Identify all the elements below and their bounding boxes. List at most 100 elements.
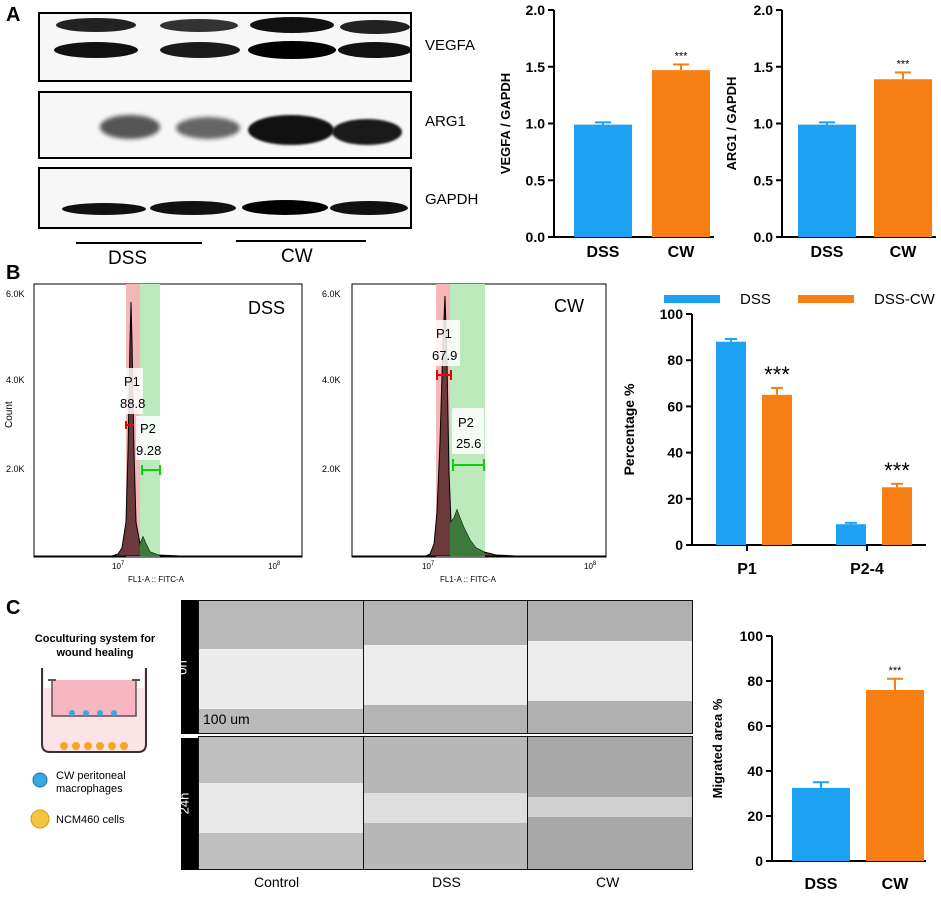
y-tick-label: 60 <box>667 398 683 414</box>
y-tick: 4.0K <box>6 375 25 385</box>
scratch-gap <box>364 793 527 823</box>
band <box>150 201 236 215</box>
band <box>62 203 146 215</box>
p2-label-box <box>452 408 484 454</box>
x-tick-label: CW <box>882 876 910 893</box>
group-line-dss <box>76 242 202 244</box>
y-tick-label: 40 <box>667 445 683 461</box>
y-axis-label: Percentage % <box>621 383 637 475</box>
scratch-gap <box>199 783 363 833</box>
row-bar-0h: 0h <box>175 600 198 734</box>
bar <box>762 394 792 545</box>
y-tick-label: 0.0 <box>526 229 546 245</box>
y-tick-label: 0.5 <box>754 172 774 188</box>
bar <box>652 70 710 237</box>
band <box>250 17 334 33</box>
chart-percentage: 0 20 40 60 80 100 Percentage % *** P1 *** P2-4 DSS D… <box>621 291 936 578</box>
cell-layer-top <box>364 601 527 645</box>
scale-label: 100 um <box>203 711 250 727</box>
p2-value: 25.6 <box>456 436 481 451</box>
cell-layer-top <box>528 601 692 641</box>
x-tick-label: DSS <box>587 244 620 261</box>
legend-swatch <box>798 295 854 303</box>
legend-ncm460: NCM460 cells <box>56 814 125 826</box>
cell-layer-bottom <box>199 709 363 733</box>
col-label-cw: CW <box>596 874 620 890</box>
cell-layer-top <box>364 737 527 793</box>
y-tick: 6.0K <box>6 289 25 299</box>
p2-area <box>140 537 160 556</box>
scratch-gap <box>528 797 692 817</box>
transwell-insert <box>51 680 137 717</box>
histogram-title: DSS <box>248 298 285 318</box>
y-tick-label: 20 <box>667 491 683 507</box>
p2-area <box>450 510 485 556</box>
row-bar-24h: 24h <box>176 738 198 870</box>
macrophage-dot <box>111 710 117 716</box>
coculture-title: Coculturing system for wound healing <box>20 632 170 660</box>
ncm460-dot <box>60 742 68 750</box>
y-tick-label: 1.5 <box>754 59 774 75</box>
bar <box>574 124 632 237</box>
row-label-24h: 24h <box>176 792 192 815</box>
scratch-image-dss-24h <box>363 736 528 870</box>
chart-migrated-area: 0 20 40 60 80 100 Migrated area % DSS *** CW <box>710 628 926 893</box>
scratch-gap <box>528 641 692 701</box>
band <box>248 115 334 145</box>
y-tick-label: 0 <box>755 853 763 869</box>
band <box>340 20 410 34</box>
panel-label-b: B <box>6 262 21 284</box>
cell-layer-top <box>199 737 363 783</box>
legend-label: DSS-CW <box>874 291 936 308</box>
y-tick-label: 0.0 <box>754 229 774 245</box>
p1-label: P1 <box>124 374 140 389</box>
y-tick-label: 80 <box>747 673 763 689</box>
x-tick-label: P2-4 <box>850 561 884 578</box>
band <box>160 42 240 58</box>
scratch-image-control-0h: 100 um <box>198 600 364 734</box>
p1-label: P1 <box>436 326 452 341</box>
band <box>332 119 402 145</box>
band <box>56 18 136 32</box>
legend-swatch <box>664 295 720 303</box>
blot-label-arg1: ARG1 <box>425 113 466 130</box>
bar <box>882 487 912 545</box>
x-tick: 108 <box>268 561 281 571</box>
ncm460-dot <box>72 742 80 750</box>
bar <box>874 79 932 237</box>
y-tick-label: 0 <box>675 537 683 553</box>
ncm460-dot <box>84 742 92 750</box>
legend-macrophage-line2: macrophages <box>56 783 123 795</box>
coculture-diagram: CW peritoneal macrophages NCM460 cells <box>30 668 147 829</box>
legend-label: DSS <box>740 291 771 308</box>
y-tick-label: 2.0 <box>754 2 774 18</box>
bar <box>716 341 746 545</box>
scratch-image-cw-0h <box>527 600 693 734</box>
scratch-image-control-24h <box>198 736 364 870</box>
y-tick-label: 60 <box>747 718 763 734</box>
y-axis-label: VEGFA / GAPDH <box>498 73 513 174</box>
x-axis-label: FL1-A :: FITC-A <box>128 575 185 584</box>
coculture-title-line2: wound healing <box>56 647 134 659</box>
y-tick-label: 100 <box>660 306 684 322</box>
band <box>338 42 410 58</box>
y-tick-label: 0.5 <box>526 172 546 188</box>
p1-value: 67.9 <box>432 348 457 363</box>
macrophage-dot <box>83 710 89 716</box>
p1-label-box <box>119 368 143 414</box>
cell-layer-bottom <box>199 833 363 869</box>
band <box>330 201 408 215</box>
y-tick-label: 80 <box>667 352 683 368</box>
ncm460-dot <box>96 742 104 750</box>
y-tick: 2.0K <box>322 464 341 474</box>
cell-layer-bottom <box>364 705 527 733</box>
col-label-control: Control <box>254 874 300 890</box>
x-tick: 107 <box>422 561 435 571</box>
chart-vegfa-gapdh: 0.0 0.5 1.0 1.5 2.0 VEGFA / GAPDH DSS *** CW <box>498 2 714 261</box>
ncm460-dot <box>120 742 128 750</box>
significance-stars: *** <box>675 50 689 62</box>
blot-arg1 <box>38 91 412 159</box>
band <box>54 42 138 58</box>
y-tick: 4.0K <box>322 375 341 385</box>
cell-layer-bottom <box>528 817 692 869</box>
